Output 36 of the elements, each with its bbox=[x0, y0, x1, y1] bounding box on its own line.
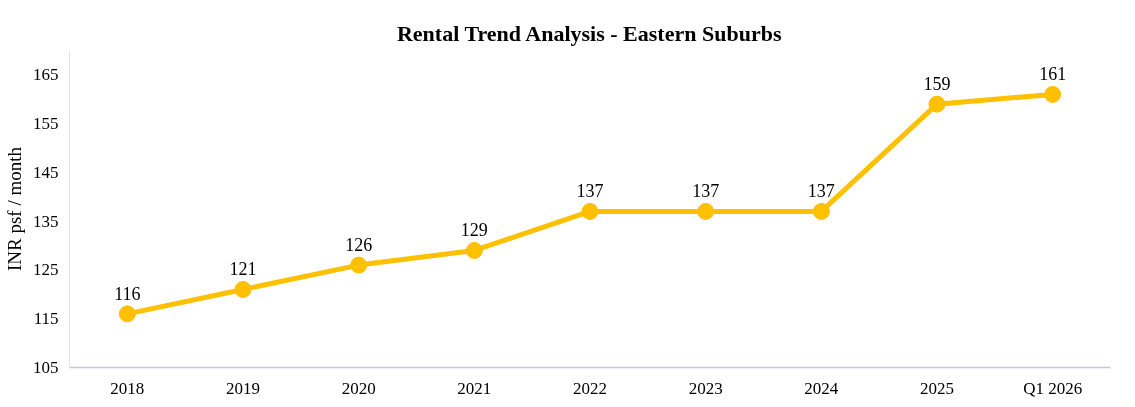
data-label: 116 bbox=[114, 283, 141, 304]
point bbox=[697, 202, 715, 220]
x-tick-label: 2024 bbox=[804, 378, 839, 398]
data-label: 137 bbox=[692, 181, 720, 202]
x-tick-label: 2019 bbox=[226, 378, 260, 398]
data-label: 126 bbox=[345, 235, 373, 256]
chart-title: Rental Trend Analysis - Eastern Suburbs bbox=[396, 20, 782, 46]
point bbox=[812, 202, 830, 220]
x-tick-label: 2020 bbox=[341, 378, 376, 398]
point bbox=[1044, 85, 1062, 103]
y-tick-label: 115 bbox=[33, 309, 59, 329]
point bbox=[234, 280, 252, 298]
x-tick-label: 2021 bbox=[457, 378, 492, 398]
data-label: 129 bbox=[460, 220, 488, 241]
y-tick-label: 105 bbox=[33, 358, 59, 377]
y-axis-title: INR psf / month bbox=[4, 146, 25, 272]
data-label: 121 bbox=[229, 259, 257, 280]
x-tick-label: Q1 2026 bbox=[1023, 378, 1083, 398]
point bbox=[118, 305, 136, 323]
y-tick-label: 135 bbox=[33, 211, 59, 231]
point bbox=[581, 202, 599, 220]
x-tick-label: 2022 bbox=[573, 378, 607, 398]
data-label: 137 bbox=[576, 181, 604, 202]
data-label: 161 bbox=[1039, 64, 1067, 85]
data-label: 137 bbox=[807, 181, 835, 202]
y-tick-label: 165 bbox=[33, 65, 59, 85]
y-tick-label: 145 bbox=[33, 162, 59, 182]
x-tick-label: 2018 bbox=[110, 378, 145, 398]
point bbox=[350, 256, 368, 274]
x-tick-label: 2023 bbox=[688, 378, 723, 398]
point bbox=[928, 95, 946, 113]
y-tick-label: 125 bbox=[33, 260, 59, 280]
data-label: 159 bbox=[923, 74, 951, 95]
point bbox=[465, 241, 483, 259]
x-tick-label: 2025 bbox=[920, 378, 954, 398]
y-tick-label: 155 bbox=[33, 114, 59, 134]
